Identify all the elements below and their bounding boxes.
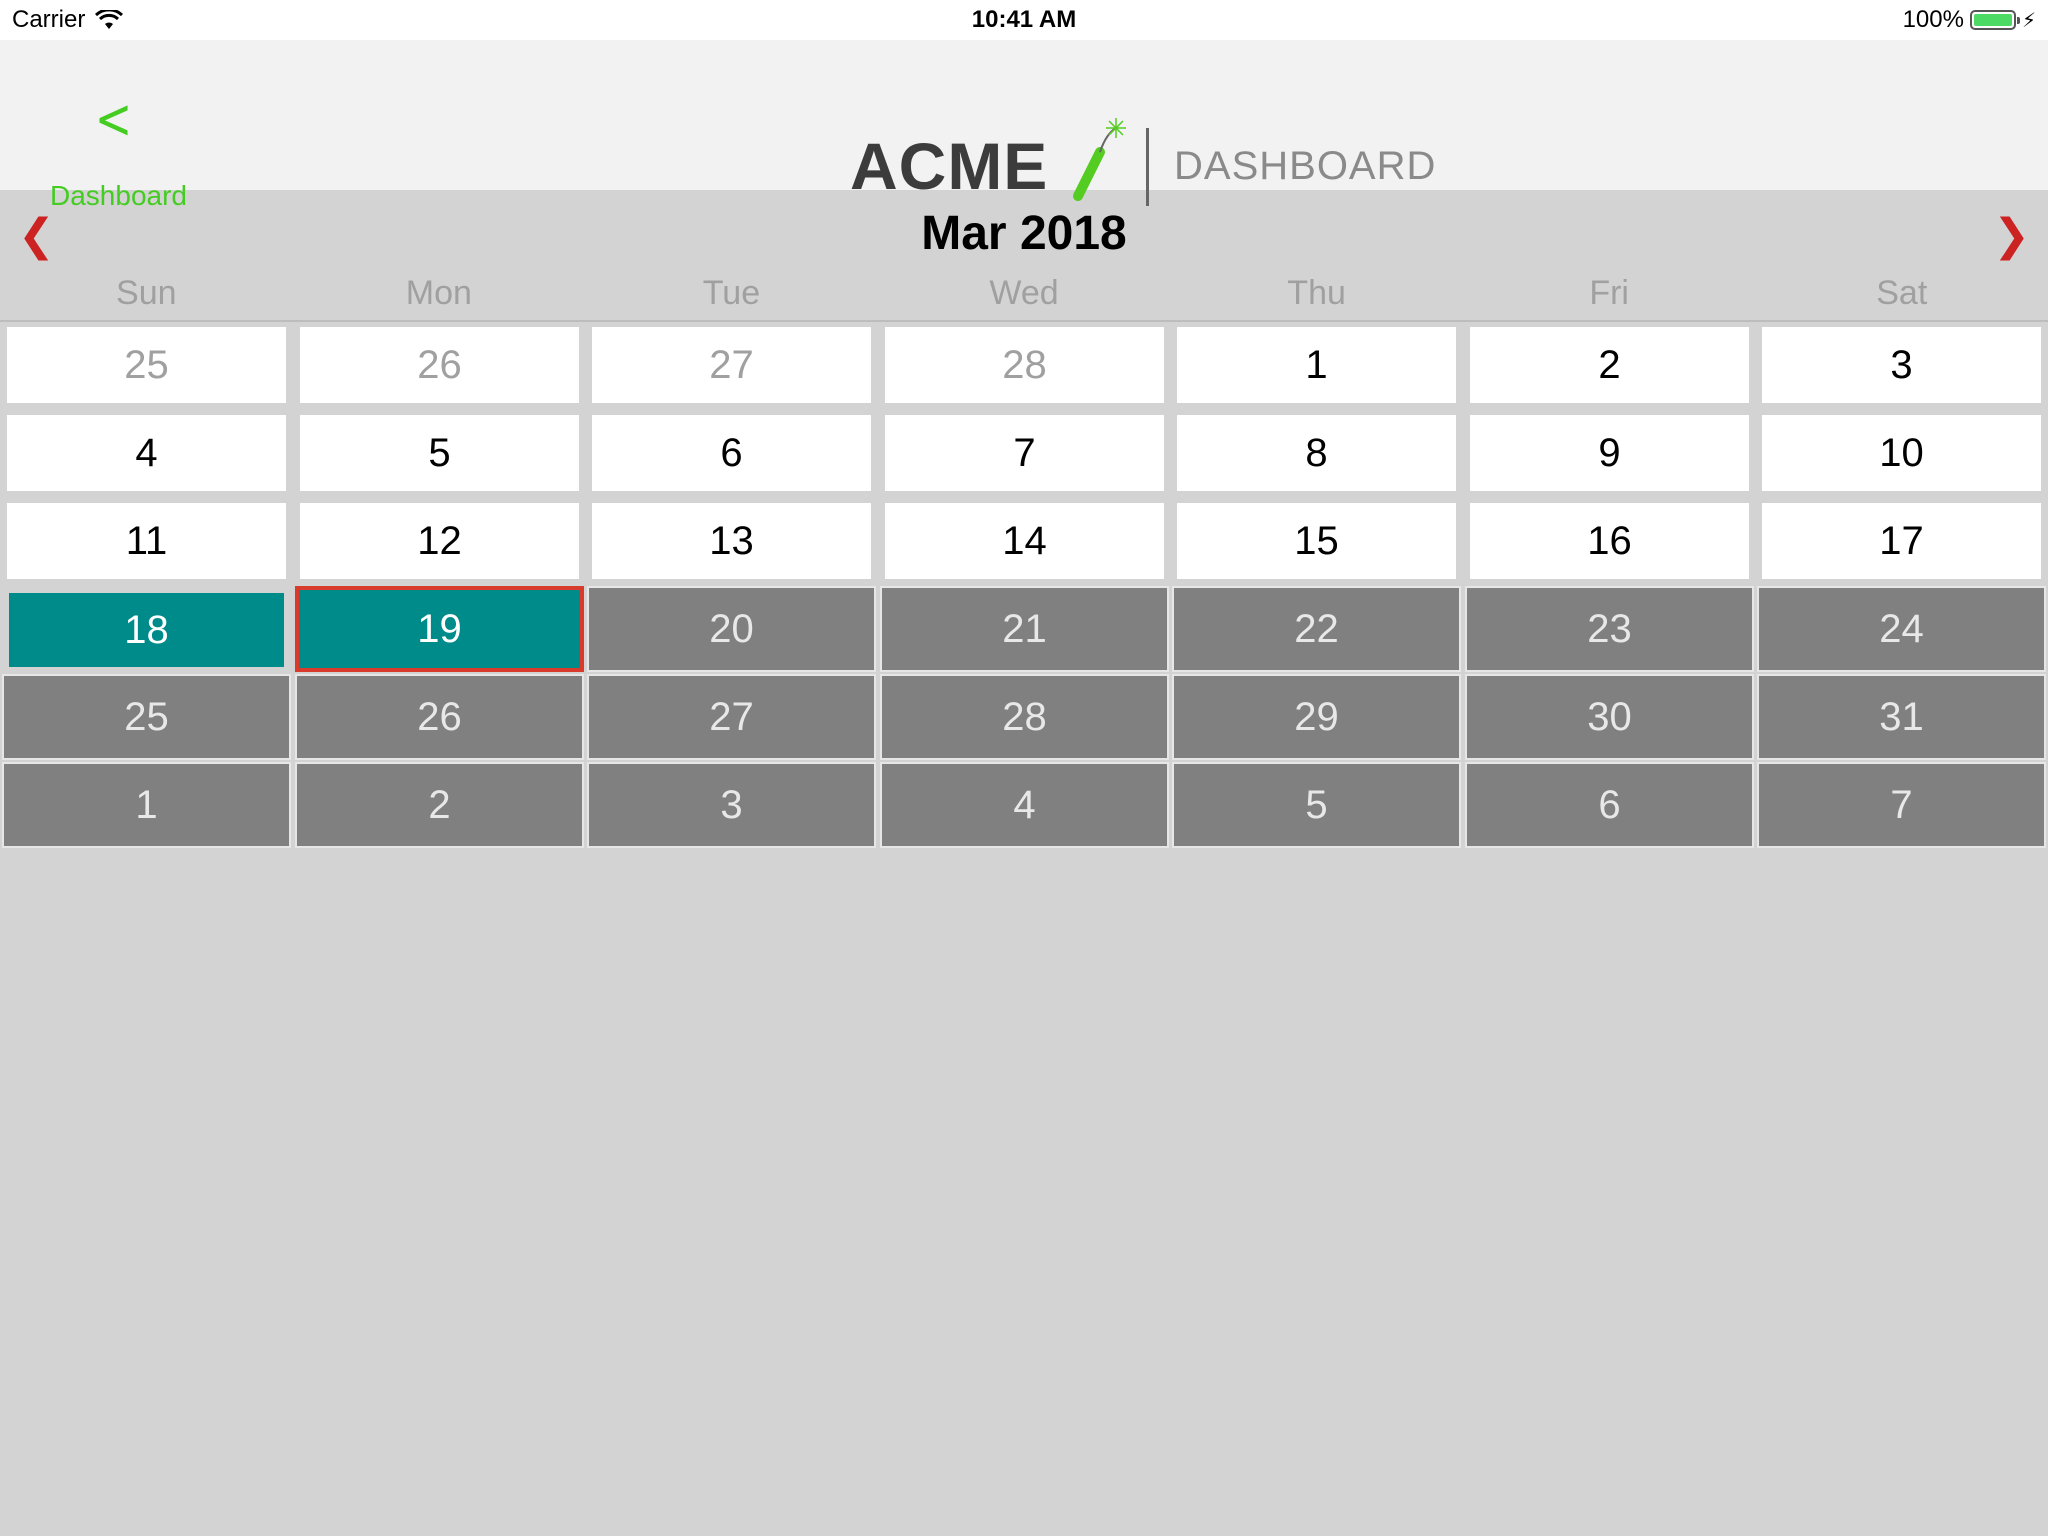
calendar-day[interactable]: 5 bbox=[300, 415, 579, 491]
battery-icon bbox=[1969, 10, 2020, 30]
charging-bolt-icon: ⚡ bbox=[2021, 9, 2036, 32]
calendar-day[interactable]: 26 bbox=[295, 674, 584, 760]
calendar-day[interactable]: 17 bbox=[1762, 503, 2041, 579]
chevron-left-icon: < bbox=[94, 87, 133, 152]
battery-percent: 100% bbox=[1902, 6, 1964, 33]
weekday-sat: Sat bbox=[1876, 274, 1928, 312]
calendar-day[interactable]: 7 bbox=[885, 415, 1164, 491]
calendar-day[interactable]: 2 bbox=[295, 762, 584, 848]
calendar-day[interactable]: 29 bbox=[1172, 674, 1461, 760]
back-button[interactable]: < Dashboard bbox=[46, 87, 187, 220]
calendar-day[interactable]: 16 bbox=[1470, 503, 1749, 579]
calendar-day[interactable]: 21 bbox=[880, 586, 1169, 672]
month-header: ❮ Mar 2018 ❯ bbox=[0, 200, 2048, 270]
calendar-day[interactable]: 12 bbox=[300, 503, 579, 579]
calendar-day[interactable]: 26 bbox=[300, 327, 579, 403]
calendar-day[interactable]: 1 bbox=[1177, 327, 1456, 403]
calendar-day[interactable]: 22 bbox=[1172, 586, 1461, 672]
calendar-day[interactable]: 5 bbox=[1172, 762, 1461, 848]
dynamite-icon bbox=[1073, 118, 1126, 201]
calendar-week-row: 11 12 13 14 15 16 17 bbox=[0, 498, 2048, 586]
calendar-day[interactable]: 27 bbox=[592, 327, 871, 403]
calendar-day[interactable]: 30 bbox=[1465, 674, 1754, 760]
carrier-indicator: Carrier bbox=[12, 6, 124, 34]
weekday-wed: Wed bbox=[989, 274, 1059, 312]
calendar-day[interactable]: 31 bbox=[1757, 674, 2046, 760]
calendar-day[interactable]: 1 bbox=[2, 762, 291, 848]
calendar-day[interactable]: 14 bbox=[885, 503, 1164, 579]
calendar-day[interactable]: 6 bbox=[592, 415, 871, 491]
calendar-day[interactable]: 2 bbox=[1470, 327, 1749, 403]
calendar-day[interactable]: 15 bbox=[1177, 503, 1456, 579]
calendar-day[interactable]: 11 bbox=[7, 503, 286, 579]
calendar-day[interactable]: 3 bbox=[587, 762, 876, 848]
weekday-fri: Fri bbox=[1589, 274, 1629, 312]
weekday-thu: Thu bbox=[1287, 274, 1346, 312]
status-bar: Carrier 10:41 AM 100% ⚡ bbox=[0, 0, 2048, 40]
calendar-day[interactable]: 28 bbox=[885, 327, 1164, 403]
calendar-week-row: 18 19 20 21 22 23 24 bbox=[0, 586, 2048, 674]
month-title: Mar 2018 bbox=[921, 207, 1127, 260]
logo-wordmark: ACME bbox=[850, 129, 1049, 203]
calendar-day[interactable]: 24 bbox=[1757, 586, 2046, 672]
calendar-day[interactable]: 28 bbox=[880, 674, 1169, 760]
calendar-day[interactable]: 13 bbox=[592, 503, 871, 579]
calendar-grid: 25 26 27 28 1 2 3 4 5 6 7 8 9 10 11 12 13 14 15 16 17 18 19 20 2… bbox=[0, 322, 2048, 850]
calendar-day[interactable]: 3 bbox=[1762, 327, 2041, 403]
next-month-button[interactable]: ❯ bbox=[1993, 210, 2030, 261]
weekday-mon: Mon bbox=[405, 274, 472, 312]
nav-bar: < Dashboard ACME DASHBOARD bbox=[0, 40, 2048, 211]
calendar-day[interactable]: 20 bbox=[587, 586, 876, 672]
back-button-label: Dashboard bbox=[50, 180, 187, 211]
calendar-week-row: 25 26 27 28 29 30 31 bbox=[0, 674, 2048, 762]
prev-month-button[interactable]: ❮ bbox=[18, 210, 55, 261]
logo-subtitle: DASHBOARD bbox=[1174, 144, 1437, 188]
battery-indicator: 100% ⚡ bbox=[1903, 6, 2036, 34]
weekday-tue: Tue bbox=[702, 274, 761, 312]
calendar-day[interactable]: 9 bbox=[1470, 415, 1749, 491]
carrier-label: Carrier bbox=[12, 6, 86, 33]
calendar-day-today[interactable]: 19 bbox=[295, 586, 584, 672]
grid-divider bbox=[0, 320, 2048, 322]
weekday-sun: Sun bbox=[116, 274, 177, 312]
calendar-week-row: 25 26 27 28 1 2 3 bbox=[0, 322, 2048, 410]
calendar-day[interactable]: 18 bbox=[9, 593, 284, 667]
calendar-day[interactable]: 4 bbox=[880, 762, 1169, 848]
logo-divider bbox=[1146, 128, 1149, 206]
calendar-week-row: 4 5 6 7 8 9 10 bbox=[0, 410, 2048, 498]
status-time: 10:41 AM bbox=[971, 6, 1077, 33]
calendar-day[interactable]: 25 bbox=[7, 327, 286, 403]
calendar-day[interactable]: 27 bbox=[587, 674, 876, 760]
calendar-day[interactable]: 23 bbox=[1465, 586, 1754, 672]
acme-dashboard-logo: ACME DASHBOARD bbox=[850, 110, 1435, 210]
calendar-day[interactable]: 25 bbox=[2, 674, 291, 760]
weekday-header: Sun Mon Tue Wed Thu Fri Sat bbox=[0, 274, 2048, 318]
calendar-day[interactable]: 6 bbox=[1465, 762, 1754, 848]
calendar-day[interactable]: 7 bbox=[1757, 762, 2046, 848]
calendar-day[interactable]: 4 bbox=[7, 415, 286, 491]
calendar-day[interactable]: 10 bbox=[1762, 415, 2041, 491]
calendar-day[interactable]: 8 bbox=[1177, 415, 1456, 491]
wifi-icon bbox=[95, 10, 124, 29]
